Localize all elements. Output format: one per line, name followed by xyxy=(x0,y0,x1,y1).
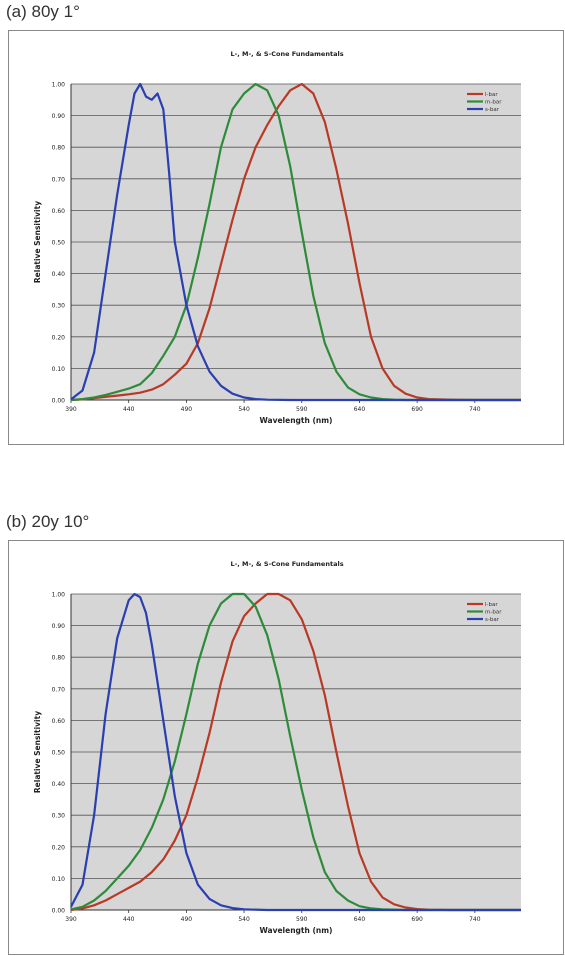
x-tick-label: 490 xyxy=(181,916,193,923)
y-tick-label: 0.10 xyxy=(52,366,66,373)
x-tick-label: 740 xyxy=(469,406,481,413)
x-tick-label: 540 xyxy=(238,406,250,413)
x-tick-label: 640 xyxy=(354,406,366,413)
legend-label: l-bar xyxy=(485,92,498,98)
chart-b-svg: L-, M-, & S-Cone Fundamentals 0.00 0.10 0.2… xyxy=(33,560,521,935)
x-tick-label: 640 xyxy=(354,916,366,923)
legend-label: m-bar xyxy=(485,610,502,616)
x-tick-label: 740 xyxy=(469,916,481,923)
x-tick-label: 690 xyxy=(411,916,423,923)
x-tick-label: 390 xyxy=(65,916,77,923)
legend-label: m-bar xyxy=(485,100,502,106)
chart-panel-a: L-, M-, & S-Cone Fundamentals 0.00 0.10 0.2… xyxy=(8,30,564,445)
series-line-m-bar xyxy=(70,82,521,402)
chart-title: L-, M-, & S-Cone Fundamentals xyxy=(230,560,343,568)
y-tick-label: 0.70 xyxy=(52,686,66,693)
y-tick-label: 0.70 xyxy=(52,176,66,183)
y-tick-label: 0.90 xyxy=(52,113,66,120)
series-line-s-bar xyxy=(70,592,521,912)
y-tick-label: 0.20 xyxy=(52,334,66,341)
x-tick-label: 490 xyxy=(181,406,193,413)
series-line-s-bar xyxy=(70,82,521,402)
chart-a-svg: L-, M-, & S-Cone Fundamentals 0.00 0.10 0.2… xyxy=(33,50,521,425)
y-tick-label: 1.00 xyxy=(52,592,66,599)
y-tick-label: 0.80 xyxy=(52,145,66,152)
y-tick-label: 0.10 xyxy=(52,876,66,883)
y-tick-label: 0.50 xyxy=(52,240,66,247)
y-tick-label: 0.60 xyxy=(52,718,66,725)
y-axis-label: Relative Sensitivity xyxy=(33,201,42,283)
y-tick-label: 0.00 xyxy=(52,398,66,405)
chart-panel-b: L-, M-, & S-Cone Fundamentals 0.00 0.10 0.2… xyxy=(8,540,564,955)
x-tick-label: 540 xyxy=(238,916,250,923)
y-tick-label: 0.20 xyxy=(52,844,66,851)
x-axis-label: Wavelength (nm) xyxy=(260,416,333,425)
y-tick-label: 0.30 xyxy=(52,303,66,310)
y-tick-label: 0.90 xyxy=(52,623,66,630)
legend-label: s-bar xyxy=(485,617,500,623)
y-tick-label: 0.30 xyxy=(52,813,66,820)
legend-label: l-bar xyxy=(485,602,498,608)
series-line-m-bar xyxy=(70,592,521,912)
x-tick-label: 440 xyxy=(123,916,135,923)
legend-label: s-bar xyxy=(485,107,500,113)
y-tick-label: 0.40 xyxy=(52,781,66,788)
y-tick-label: 0.80 xyxy=(52,655,66,662)
y-tick-label: 0.50 xyxy=(52,750,66,757)
x-tick-label: 690 xyxy=(411,406,423,413)
x-tick-label: 390 xyxy=(65,406,77,413)
x-axis-label: Wavelength (nm) xyxy=(260,926,333,935)
x-tick-label: 590 xyxy=(296,916,308,923)
y-tick-label: 0.60 xyxy=(52,208,66,215)
y-tick-label: 0.40 xyxy=(52,271,66,278)
panel-b-label: (b) 20y 10° xyxy=(6,512,90,531)
x-tick-label: 440 xyxy=(123,406,135,413)
panel-a-label: (a) 80y 1° xyxy=(6,2,80,21)
y-tick-label: 0.00 xyxy=(52,908,66,915)
x-tick-label: 590 xyxy=(296,406,308,413)
series-line-l-bar xyxy=(70,592,521,912)
series-line-l-bar xyxy=(70,82,521,402)
chart-title: L-, M-, & S-Cone Fundamentals xyxy=(230,50,343,58)
y-axis-label: Relative Sensitivity xyxy=(33,711,42,793)
y-tick-label: 1.00 xyxy=(52,82,66,89)
